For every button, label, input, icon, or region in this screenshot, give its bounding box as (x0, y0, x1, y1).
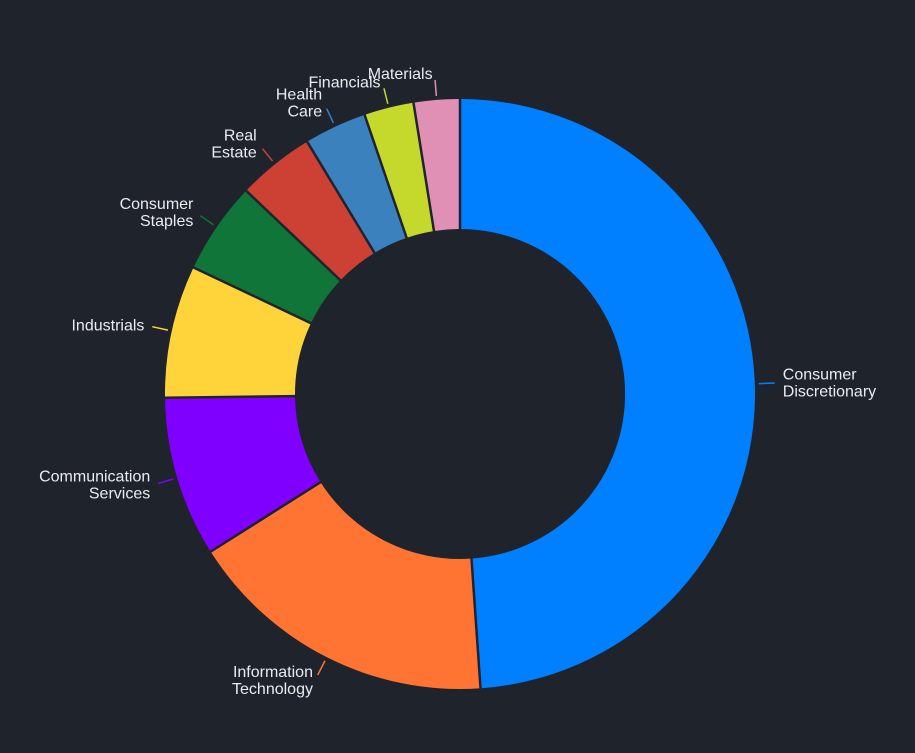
slice-consumer-staples[interactable] (194, 191, 340, 323)
leader-line-health-care (325, 108, 335, 124)
label-financials: Financials (308, 75, 380, 92)
label-information-technology: Information Technology (232, 664, 313, 698)
slice-real-estate[interactable] (247, 142, 374, 280)
slice-industrials[interactable] (164, 268, 311, 397)
slice-financials[interactable] (365, 102, 433, 238)
slice-labels: Consumer Discretionary Information Technolo… (39, 66, 876, 698)
label-real-estate: Real Estate (211, 127, 256, 161)
leader-line-consumer-discretionary (758, 382, 775, 385)
label-materials: Materials (368, 66, 433, 83)
leader-line-financials (383, 88, 389, 105)
leader-line-consumer-staples (199, 215, 214, 226)
label-health-care: Health Care (276, 87, 322, 121)
label-communication-services: Communication Services (39, 469, 150, 503)
donut-slices (164, 99, 755, 690)
label-consumer-staples: Consumer Staples (120, 196, 194, 230)
slice-health-care[interactable] (308, 115, 406, 253)
leader-line-real-estate (261, 148, 274, 162)
label-industrials: Industrials (71, 317, 144, 334)
leader-line-information-technology (317, 660, 326, 676)
slice-consumer-discretionary[interactable] (461, 99, 755, 689)
leader-line-communication-services (157, 478, 174, 485)
slice-communication-services[interactable] (165, 397, 320, 551)
leader-line-materials (434, 79, 438, 96)
slice-information-technology[interactable] (211, 483, 480, 690)
slice-materials[interactable] (414, 99, 459, 231)
label-consumer-discretionary: Consumer Discretionary (783, 366, 876, 400)
leader-line-industrials (152, 325, 169, 331)
